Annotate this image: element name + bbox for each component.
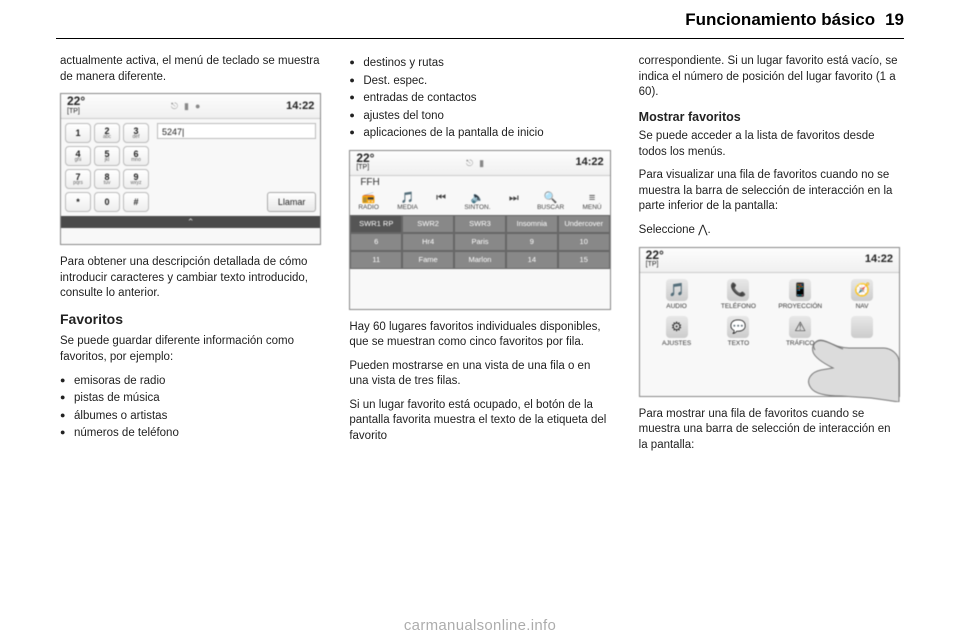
preset-button[interactable]: Marlon bbox=[454, 251, 506, 269]
home-app-item[interactable]: 🎵AUDIO bbox=[648, 279, 706, 312]
status-icons: ⎋▮● bbox=[171, 100, 201, 112]
radio-toolbar-item[interactable]: ≡MENÚ bbox=[582, 193, 601, 212]
list-item: álbumes o artistas bbox=[60, 409, 321, 425]
list-item: Dest. espec. bbox=[349, 74, 610, 90]
keypad-key[interactable]: 4ghi bbox=[65, 146, 91, 166]
col1-bullet-list: emisoras de radiopistas de música álbumes… bbox=[60, 374, 321, 442]
col2-bullet-list: destinos y rutas Dest. espec.entradas de … bbox=[349, 56, 610, 142]
home-app-item[interactable]: ⚙AJUSTES bbox=[648, 316, 706, 349]
keypad-key[interactable]: 8tuv bbox=[94, 169, 120, 189]
drawer-handle[interactable]: ⌃ bbox=[61, 216, 320, 228]
keypad-key[interactable]: 0 bbox=[94, 192, 120, 212]
list-item: destinos y rutas bbox=[349, 56, 610, 72]
radio-toolbar-item[interactable]: ⏮ bbox=[436, 193, 446, 212]
column-3: correspondiente. Si un lugar favorito es… bbox=[639, 54, 900, 588]
col3-p2: Se puede acceder a la lista de favoritos… bbox=[639, 129, 900, 160]
preset-button[interactable]: 11 bbox=[350, 251, 402, 269]
col1-p3: Se puede guardar diferente información c… bbox=[60, 334, 321, 365]
keypad-key[interactable]: 7pqrs bbox=[65, 169, 91, 189]
col2-p3: Si un lugar favorito está ocupado, el bo… bbox=[349, 398, 610, 445]
screenshot-radio-presets: 22° [TP] ⎋▮ 14:22 FFH 📻RADIO 🎵MEDIA ⏮ 🔈SINT… bbox=[349, 150, 610, 310]
radio-toolbar-item[interactable]: 🔈SINTON. bbox=[464, 193, 490, 212]
preset-button[interactable]: SWR3 bbox=[454, 215, 506, 233]
preset-grid[interactable]: SWR1 RPSWR2SWR3InsomniaUndercover 6Hr4Par… bbox=[350, 215, 609, 269]
preset-button[interactable]: 9 bbox=[506, 233, 558, 251]
home-app-grid[interactable]: 🎵AUDIO📞TELÉFONO📱PROYECCIÓN🧭NAV ⚙AJUSTES💬T… bbox=[640, 273, 899, 361]
statusbar: 22° [TP] 14:22 bbox=[640, 248, 899, 273]
radio-toolbar[interactable]: 📻RADIO 🎵MEDIA ⏮ 🔈SINTON. ⏭ 🔍BUSCAR ≡MENÚ bbox=[350, 190, 609, 215]
col3-p5: Para mostrar una fila de favoritos cuand… bbox=[639, 407, 900, 454]
preset-button[interactable]: 14 bbox=[506, 251, 558, 269]
preset-button[interactable]: 6 bbox=[350, 233, 402, 251]
keypad-key[interactable]: 5jkl bbox=[94, 146, 120, 166]
home-app-item[interactable]: 📱PROYECCIÓN bbox=[771, 279, 829, 312]
col1-p1: actualmente activa, el menú de teclado s… bbox=[60, 54, 321, 85]
keypad-key[interactable]: # bbox=[123, 192, 149, 212]
col3-p3: Para visualizar una fila de favoritos cu… bbox=[639, 168, 900, 215]
call-button[interactable]: Llamar bbox=[267, 192, 317, 212]
preset-button[interactable]: Hr4 bbox=[402, 233, 454, 251]
column-2: destinos y rutas Dest. espec.entradas de … bbox=[349, 54, 610, 588]
list-item: aplicaciones de la pantalla de inicio bbox=[349, 126, 610, 142]
statusbar: 22° [TP] ⎋▮ 14:22 bbox=[350, 151, 609, 176]
radio-toolbar-item[interactable]: 📻RADIO bbox=[358, 193, 379, 212]
temp-reading: 22° bbox=[67, 96, 85, 107]
list-item: entradas de contactos bbox=[349, 91, 610, 107]
keypad-key[interactable]: 6mno bbox=[123, 146, 149, 166]
phone-keypad[interactable]: 12abc3def 4ghi5jkl6mno 7pqrs8tuv9wxyz *0# bbox=[65, 123, 149, 212]
col3-h4: Mostrar favoritos bbox=[639, 109, 900, 126]
screenshot-home-with-hand: 22° [TP] 14:22 🎵AUDIO📞TELÉFONO📱PROYECCIÓ… bbox=[639, 247, 900, 397]
statusbar: 22° [TP] ⎋▮● 14:22 bbox=[61, 94, 320, 119]
station-name: FFH bbox=[350, 176, 609, 191]
preset-button[interactable]: SWR1 RP bbox=[350, 215, 402, 233]
watermark: carmanualsonline.info bbox=[0, 617, 960, 634]
preset-button[interactable]: 10 bbox=[558, 233, 610, 251]
col3-p1: correspondiente. Si un lugar favorito es… bbox=[639, 54, 900, 101]
temp-reading: 22° bbox=[646, 250, 664, 261]
preset-button[interactable]: Paris bbox=[454, 233, 506, 251]
radio-toolbar-item[interactable]: ⏭ bbox=[509, 193, 519, 212]
col3-p4: Seleccione ⋀. bbox=[639, 223, 900, 239]
radio-toolbar-item[interactable]: 🔍BUSCAR bbox=[537, 193, 564, 212]
keypad-key[interactable]: 1 bbox=[65, 123, 91, 143]
list-item: ajustes del tono bbox=[349, 109, 610, 125]
col2-p2: Pueden mostrarse en una vista de una fil… bbox=[349, 359, 610, 390]
home-app-item[interactable]: ⚠TRÁFICO bbox=[771, 316, 829, 349]
radio-toolbar-item[interactable]: 🎵MEDIA bbox=[397, 193, 418, 212]
col1-p2: Para obtener una descripción detallada d… bbox=[60, 255, 321, 302]
status-icons: ⎋▮ bbox=[466, 157, 484, 169]
home-app-item[interactable]: 🧭NAV bbox=[833, 279, 891, 312]
home-app-item[interactable]: 📞TELÉFONO bbox=[709, 279, 767, 312]
keypad-key[interactable]: 2abc bbox=[94, 123, 120, 143]
column-1: actualmente activa, el menú de teclado s… bbox=[60, 54, 321, 588]
home-app-item[interactable]: 💬TEXTO bbox=[709, 316, 767, 349]
tp-indicator: [TP] bbox=[67, 107, 85, 116]
preset-button[interactable]: Undercover bbox=[558, 215, 610, 233]
keypad-key[interactable]: * bbox=[65, 192, 91, 212]
preset-button[interactable]: 15 bbox=[558, 251, 610, 269]
list-item: números de teléfono bbox=[60, 426, 321, 442]
tp-indicator: [TP] bbox=[646, 260, 664, 269]
tp-indicator: [TP] bbox=[356, 163, 374, 172]
clock: 14:22 bbox=[576, 155, 604, 170]
keypad-key[interactable]: 9wxyz bbox=[123, 169, 149, 189]
screenshot-keypad: 22° [TP] ⎋▮● 14:22 12abc3def 4ghi5jkl6mno… bbox=[60, 93, 321, 245]
page-number: 19 bbox=[885, 10, 904, 30]
preset-button[interactable]: Insomnia bbox=[506, 215, 558, 233]
clock: 14:22 bbox=[286, 99, 314, 114]
list-item: pistas de música bbox=[60, 391, 321, 407]
list-item: emisoras de radio bbox=[60, 374, 321, 390]
clock: 14:22 bbox=[865, 252, 893, 267]
preset-button[interactable]: SWR2 bbox=[402, 215, 454, 233]
preset-button[interactable]: Fame bbox=[402, 251, 454, 269]
col1-h3-favoritos: Favoritos bbox=[60, 310, 321, 329]
dialed-number-display: 5247| bbox=[157, 123, 316, 139]
home-app-item[interactable] bbox=[833, 316, 891, 349]
col2-p1: Hay 60 lugares favoritos individuales di… bbox=[349, 320, 610, 351]
temp-reading: 22° bbox=[356, 153, 374, 164]
keypad-key[interactable]: 3def bbox=[123, 123, 149, 143]
page-header-title: Funcionamiento básico bbox=[685, 10, 875, 30]
